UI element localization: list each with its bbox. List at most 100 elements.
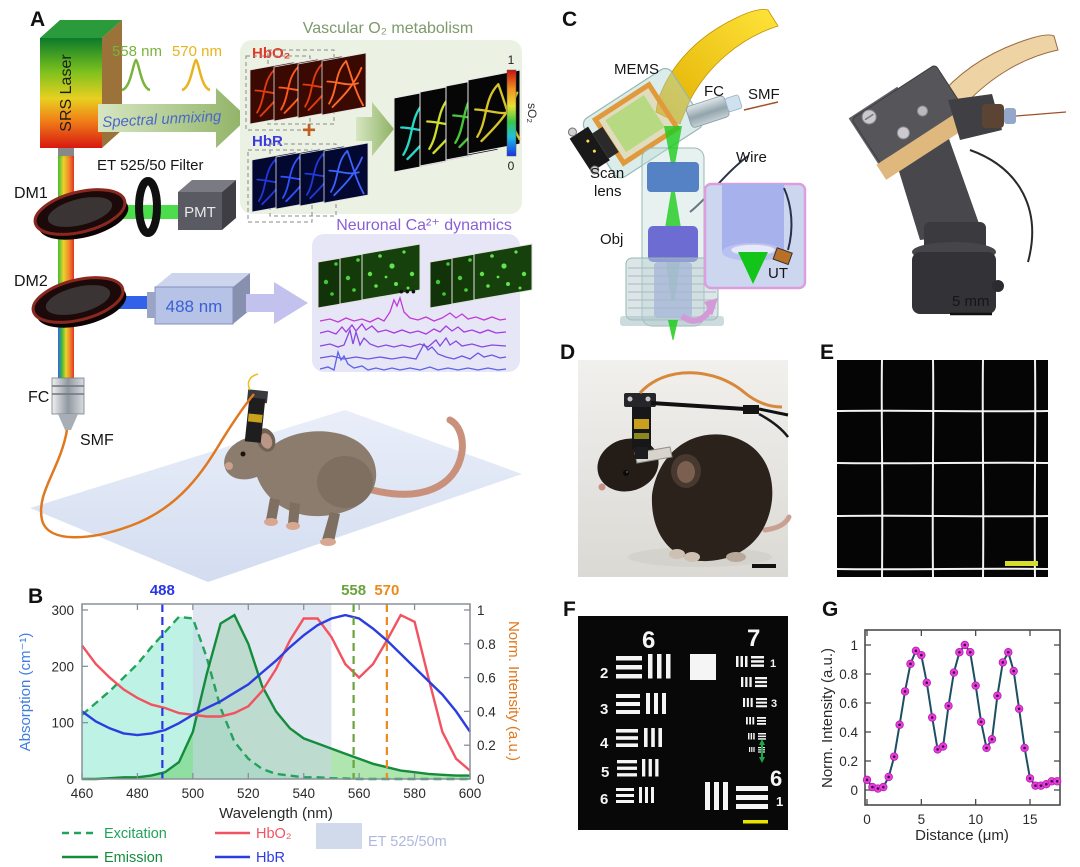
hbr-label: HbR <box>252 133 283 150</box>
y-tick-label: 0.4 <box>839 725 858 740</box>
legend-band-label: ET 525/50m <box>368 834 447 850</box>
laser-488: 488 nm <box>147 273 250 325</box>
x-tick-label: 5 <box>918 812 926 827</box>
ellipsis: ••• <box>399 284 417 299</box>
usaf-el3-num: 3 <box>600 701 608 718</box>
usaf-group-6: 6 <box>642 627 655 654</box>
colorbar-label: sO₂ <box>525 103 539 123</box>
b-ylabel-right: Norm. Intensity (a.u.) <box>505 621 522 761</box>
usaf-g7-el3-num: 3 <box>771 698 777 710</box>
b-ylabel-left: Absorption (cm⁻¹) <box>17 633 34 752</box>
line-profile-plot: 0 5 10 15 0 0.2 0.4 0.6 0.8 1 <box>839 629 1062 827</box>
dm1-label: DM1 <box>14 185 48 202</box>
vascular-title: Vascular O₂ metabolism <box>303 20 473 37</box>
ut-transducer <box>772 247 793 266</box>
mouse-tail <box>368 416 466 498</box>
inset-arrow-icon <box>680 308 713 324</box>
panel-e-label: E <box>820 341 834 364</box>
mouse-photo <box>578 360 792 577</box>
x-tick-label: 540 <box>292 786 315 801</box>
y-right-tick-label: 1 <box>477 603 485 618</box>
mouse-nose <box>225 462 233 470</box>
filter-label: ET 525/50 Filter <box>97 157 203 174</box>
merge-arrow-icon <box>356 102 394 156</box>
x-tick-label: 500 <box>182 786 205 801</box>
obj-label: Obj <box>600 231 623 248</box>
probe-render-transparent <box>567 9 779 340</box>
pmt-label: PMT <box>184 204 216 221</box>
wavelength-marker-label: 488 <box>150 582 175 599</box>
panel-f-label: F <box>563 598 576 621</box>
srs-laser-label: SRS Laser <box>58 54 75 132</box>
srs-laser: SRS Laser <box>40 20 122 158</box>
plot-frame <box>864 629 1061 806</box>
y-tick-label: 0.2 <box>839 754 858 769</box>
spectral-unmixing-arrow: Spectral unmixing <box>98 88 248 148</box>
colorbar-min: 0 <box>508 159 515 173</box>
y-left-tick-label: 100 <box>51 716 74 731</box>
probe-wire <box>247 373 259 391</box>
usaf-el4-num: 4 <box>600 735 609 752</box>
usaf-bottom-el-num: 1 <box>776 794 783 809</box>
dm2-mirror <box>31 276 127 328</box>
panel-e: E <box>820 341 1049 578</box>
spectra-legend: Excitation Emission HbO₂ HbR ET 525/50m <box>62 823 447 866</box>
usaf-g7-el1-num: 1 <box>770 658 776 670</box>
y-right-tick-label: 0 <box>477 772 485 787</box>
peak-558-icon <box>121 58 151 92</box>
panel-b-label: B <box>28 585 43 608</box>
y-left-tick-label: 0 <box>66 772 74 787</box>
scan-lens-label-2: lens <box>594 183 622 200</box>
profile-line <box>866 643 1058 790</box>
calcium-traces <box>319 295 507 371</box>
wire-label: Wire <box>736 149 767 166</box>
mouse-eye <box>240 451 246 457</box>
ut-label: UT <box>768 265 788 282</box>
scan-lens-element <box>647 162 699 192</box>
usaf-target-image: 6 7 2 3 4 5 6 1 <box>578 616 788 830</box>
usaf-el6-num: 6 <box>600 791 608 808</box>
legend-hbo2-label: HbO₂ <box>256 826 291 842</box>
emission-filter <box>135 177 161 237</box>
x-tick-label: 460 <box>71 786 94 801</box>
dm2-label: DM2 <box>14 273 48 290</box>
y-tick-label: 0.8 <box>839 667 858 682</box>
hbr-image-stack <box>247 142 369 223</box>
head-probe-illustration <box>244 389 269 443</box>
smf-label: SMF <box>80 432 114 449</box>
fc-label: FC <box>28 389 49 406</box>
support-arm <box>650 401 746 411</box>
wl-570-label: 570 nm <box>172 43 222 60</box>
smf-fiber-line <box>743 101 779 111</box>
x-tick-label: 0 <box>863 812 871 827</box>
mems-label: MEMS <box>614 61 659 78</box>
y-right-tick-label: 0.6 <box>477 671 496 686</box>
grid-target-image <box>836 359 1049 578</box>
focus-cone-icon <box>738 252 768 284</box>
panel-d: D <box>560 341 792 577</box>
photo-cable <box>758 412 789 438</box>
y-right-tick-label: 0.4 <box>477 704 496 719</box>
panel-c-label: C <box>562 8 577 31</box>
panel-f: F 6 7 2 3 4 5 6 <box>563 598 788 830</box>
x-tick-label: 560 <box>348 786 371 801</box>
grid-scale-bar <box>1005 561 1038 566</box>
g-ylabel: Norm. Intensity (a.u.) <box>819 648 836 788</box>
g-xlabel: Distance (μm) <box>915 827 1009 844</box>
usaf-bottom-group: 6 <box>770 766 782 791</box>
fiber-coupler <box>51 377 85 430</box>
fc-connector <box>686 94 743 128</box>
spectral-unmixing-label: Spectral unmixing <box>102 108 223 131</box>
inset-arrowhead-icon <box>704 298 718 316</box>
c-fc-label: FC <box>704 83 724 100</box>
series-line <box>81 613 471 772</box>
laser-488-label: 488 nm <box>166 297 223 316</box>
legend-excitation-label: Excitation <box>104 826 167 842</box>
vascular-panel: Vascular O₂ metabolism HbO₂ + HbR <box>240 20 539 223</box>
panel-a-label: A <box>30 8 45 31</box>
panel-g: G 0 5 10 15 0 0.2 0.4 0.6 0.8 1 Distance (μm) Nor… <box>819 598 1062 844</box>
series-line <box>81 613 471 737</box>
panel-g-label: G <box>822 598 838 621</box>
